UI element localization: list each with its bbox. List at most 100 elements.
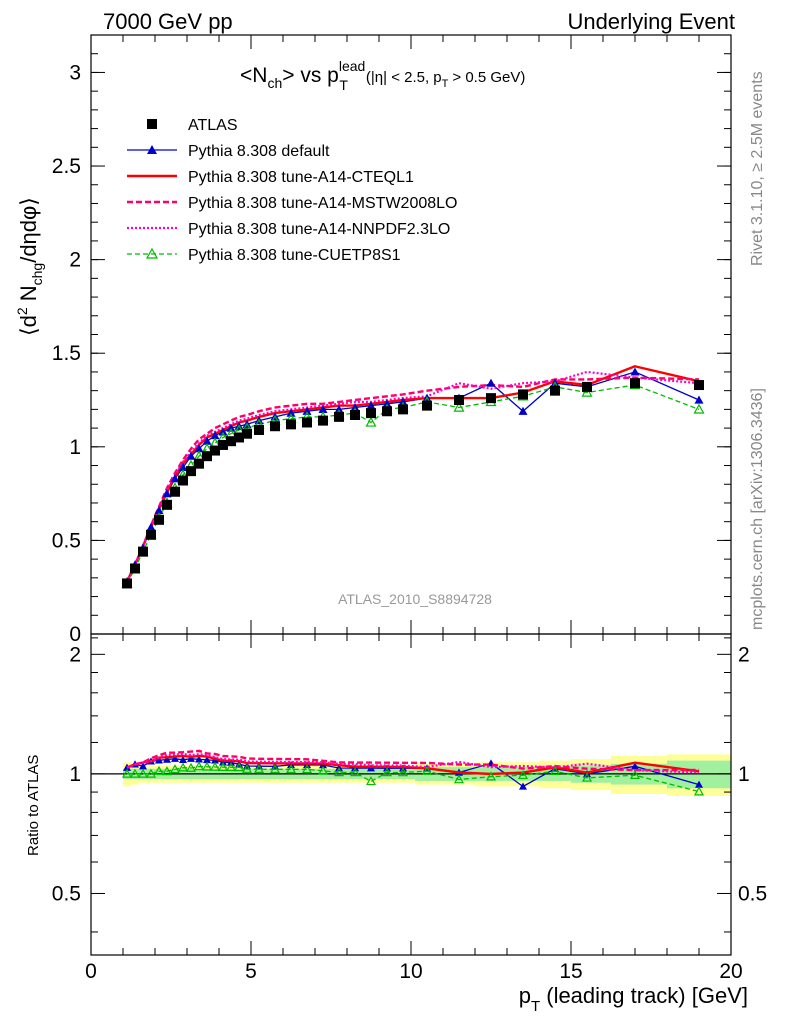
ratio-point-cuetp8s1 (269, 764, 281, 774)
data-point-atlas (630, 378, 640, 389)
ratio-y-tick-label-right: 1 (738, 763, 750, 786)
ratio-point-cuetp8s1 (693, 786, 705, 796)
data-point-default (154, 505, 164, 515)
data-point-atlas (550, 385, 560, 396)
data-point-atlas (302, 417, 312, 428)
ratio-point-cuetp8s1 (233, 762, 245, 772)
ratio-point-default (163, 755, 171, 763)
ratio-point-cuetp8s1 (381, 767, 393, 777)
header-left: 7000 GeV pp (103, 9, 233, 34)
data-point-default (334, 404, 344, 413)
legend-marker-cuetp8s1 (145, 247, 159, 259)
series-line-mstw (125, 376, 700, 583)
y-tick-label: 2 (69, 249, 81, 272)
ratio-point-cuetp8s1 (201, 761, 213, 771)
data-point-default (226, 423, 236, 432)
ratio-point-cuetp8s1 (209, 761, 221, 771)
data-point-atlas (518, 389, 528, 400)
data-point-atlas (366, 408, 376, 419)
data-point-atlas (382, 406, 392, 417)
ratio-point-cuetp8s1 (169, 764, 181, 774)
data-point-default (382, 399, 392, 408)
y-tick-label: 1.5 (52, 342, 81, 365)
ratio-point-cuetp8s1 (485, 771, 497, 781)
data-point-atlas (178, 475, 188, 486)
legend-marker-atlas (147, 119, 157, 129)
ratio-point-default (195, 755, 203, 763)
data-point-default (318, 404, 328, 413)
y-tick-label: 0 (69, 623, 81, 646)
legend-label-default: Pythia 8.308 default (188, 143, 330, 160)
data-point-default (178, 462, 188, 472)
legend-label-atlas: ATLAS (188, 117, 238, 134)
rivet-label: Rivet 3.1.10, ≥ 2.5M events (749, 71, 766, 266)
data-point-atlas (218, 439, 228, 450)
main-plot-frame (90, 34, 732, 635)
data-point-atlas (162, 499, 172, 510)
axis-ticks: 0 5 10 15 20 0 0.5 1 1.5 2 2.5 3 0.5 0.5 1 1 2 2 (52, 35, 767, 983)
data-point-atlas (334, 411, 344, 422)
ratio-point-cuetp8s1 (517, 770, 529, 780)
ratio-point-cuetp8s1 (193, 761, 205, 771)
ratio-point-cuetp8s1 (121, 768, 133, 778)
data-point-cuetp8s1 (365, 416, 377, 427)
data-point-atlas (122, 578, 132, 589)
ratio-point-default (695, 780, 703, 788)
ratio-point-cuetp8s1 (333, 767, 345, 777)
ratio-point-cuetp8s1 (421, 765, 433, 775)
x-tick-label: 5 (245, 960, 257, 983)
data-point-default (218, 427, 228, 436)
x-tick-label: 15 (559, 960, 582, 983)
data-point-default (170, 474, 180, 483)
ratio-y-tick-label: 1 (69, 763, 81, 786)
plot-title: <Nch> vs plead T (|η| < 2.5, pT > 0.5 GeV) (240, 58, 525, 93)
ratio-point-cuetp8s1 (153, 765, 165, 775)
y-axis-label: ⟨d2 Nchg/dηdφ⟩ (14, 197, 45, 336)
ratio-point-cuetp8s1 (581, 772, 593, 782)
ratio-point-cuetp8s1 (285, 764, 297, 774)
data-point-atlas (226, 436, 236, 447)
data-point-atlas (398, 404, 408, 415)
ratio-point-default (155, 756, 163, 764)
y-tick-label: 3 (69, 61, 81, 84)
mcplots-label: mcplots.cern.ch [arXiv:1306.3436] (749, 388, 766, 630)
ratio-point-default (219, 758, 227, 766)
y-tick-label: 2.5 (52, 155, 81, 178)
analysis-label: ATLAS_2010_S8894728 (338, 591, 492, 607)
ratio-point-cuetp8s1 (225, 762, 237, 772)
ratio-point-cuetp8s1 (365, 776, 377, 786)
data-point-atlas (154, 514, 164, 525)
data-point-atlas (454, 395, 464, 406)
x-tick-label: 10 (399, 960, 422, 983)
series-lines (125, 365, 700, 584)
legend-marker-default (147, 145, 157, 154)
data-point-atlas (270, 421, 280, 432)
ratio-point-cuetp8s1 (137, 768, 149, 778)
data-point-default (194, 444, 204, 453)
series-line-nnpdf (126, 370, 700, 583)
data-point-default (186, 451, 196, 460)
data-point-atlas (130, 563, 140, 574)
x-axis-label: pT (leading track) [GeV] (519, 983, 748, 1015)
ratio-line-cteql1 (126, 754, 700, 776)
header-right: Underlying Event (567, 9, 735, 34)
ratio-line-default (126, 758, 700, 788)
data-point-atlas (254, 424, 264, 435)
data-point-atlas (350, 409, 360, 420)
ratio-y-axis-label: Ratio to ATLAS (25, 755, 42, 856)
data-point-atlas (146, 529, 156, 540)
data-point-default (630, 367, 640, 376)
data-point-atlas (202, 451, 212, 462)
series-line-cteql1 (125, 365, 700, 583)
ratio-point-cuetp8s1 (253, 763, 265, 774)
data-point-atlas (286, 419, 296, 430)
data-point-default (518, 406, 528, 415)
data-point-atlas (318, 415, 328, 426)
data-point-atlas (194, 458, 204, 469)
data-point-atlas (694, 380, 704, 391)
data-point-default (694, 395, 704, 404)
data-point-default (210, 431, 220, 440)
data-point-atlas (170, 486, 180, 497)
ratio-point-cuetp8s1 (349, 767, 361, 777)
